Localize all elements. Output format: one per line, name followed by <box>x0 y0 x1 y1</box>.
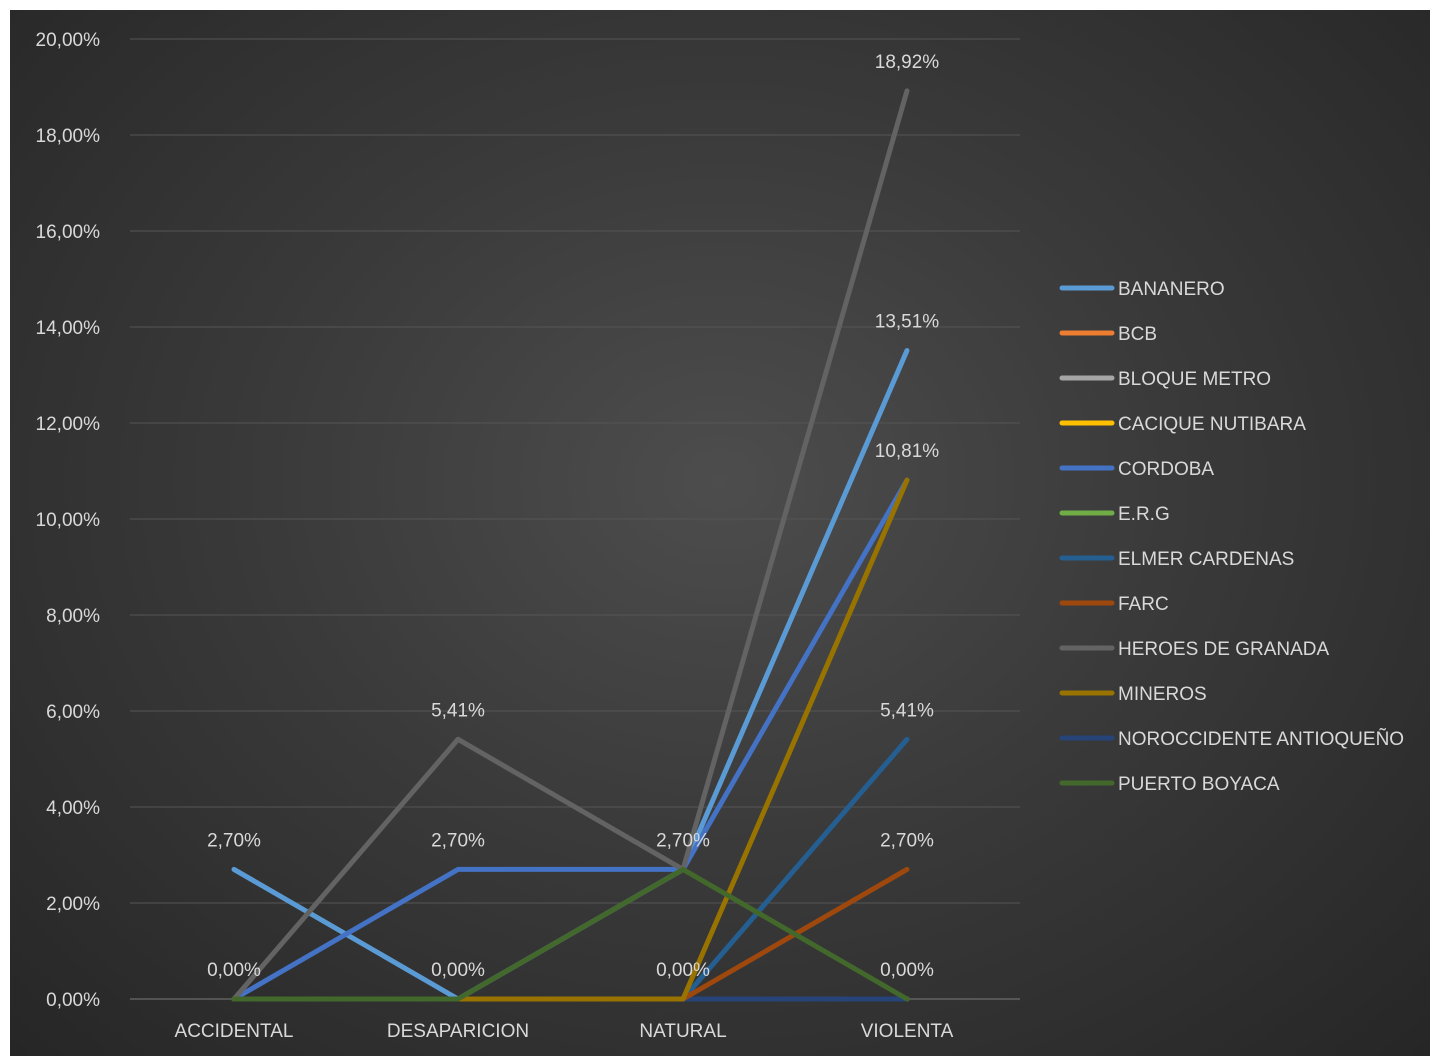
data-label: 2,70% <box>207 830 261 851</box>
y-tick-label: 16,00% <box>36 222 101 243</box>
x-tick-label: NATURAL <box>639 1021 726 1042</box>
series-line-heroes-de-granada <box>231 88 910 1002</box>
x-tick-label: VIOLENTA <box>861 1021 954 1042</box>
legend-label: BANANERO <box>1118 279 1225 300</box>
legend-label: E.R.G <box>1118 504 1170 525</box>
series-line-cordoba <box>231 477 910 1002</box>
data-label: 2,70% <box>880 830 934 851</box>
series-line-mineros <box>231 477 910 1002</box>
legend-label: BCB <box>1118 324 1157 345</box>
data-label: 2,70% <box>431 830 485 851</box>
x-tick-label: DESAPARICION <box>387 1021 529 1042</box>
data-label: 5,41% <box>880 700 934 721</box>
legend-label: NOROCCIDENTE ANTIOQUEÑO <box>1118 728 1404 750</box>
legend-label: ELMER CARDENAS <box>1118 549 1294 570</box>
data-label: 0,00% <box>880 960 934 981</box>
data-labels: 2,70% 0,00% 5,41% 2,70% 0,00% 2,70% 0,00% 18,92… <box>207 52 939 981</box>
data-label: 10,81% <box>875 441 940 462</box>
data-label: 2,70% <box>656 830 710 851</box>
data-label: 0,00% <box>207 960 261 981</box>
y-axis-ticks: 0,00% 2,00% 4,00% 6,00% 8,00% 10,00% 12,00% 14,… <box>36 30 101 1011</box>
y-tick-label: 18,00% <box>36 126 101 147</box>
legend-label: PUERTO BOYACA <box>1118 774 1280 795</box>
data-label: 18,92% <box>875 52 940 73</box>
y-tick-label: 6,00% <box>46 702 100 723</box>
legend-label: CORDOBA <box>1118 459 1214 480</box>
y-tick-label: 20,00% <box>36 30 101 51</box>
line-chart: 0,00% 2,00% 4,00% 6,00% 8,00% 10,00% 12,00% 14,… <box>36 30 1405 1042</box>
legend-label: CACIQUE NUTIBARA <box>1118 414 1306 435</box>
x-tick-label: ACCIDENTAL <box>175 1021 294 1042</box>
legend-label: MINEROS <box>1118 684 1207 705</box>
data-label: 0,00% <box>656 960 710 981</box>
gridlines <box>130 38 1020 1000</box>
y-tick-label: 14,00% <box>36 318 101 339</box>
y-tick-label: 2,00% <box>46 894 100 915</box>
data-label: 13,51% <box>875 312 940 333</box>
legend-label: FARC <box>1118 594 1169 615</box>
legend-label: BLOQUE METRO <box>1118 369 1271 390</box>
data-label: 0,00% <box>431 960 485 981</box>
y-tick-label: 0,00% <box>46 990 100 1011</box>
series-line-puerto-boyaca <box>231 866 910 1002</box>
y-tick-label: 4,00% <box>46 798 100 819</box>
legend: BANANERO BCB BLOQUE METRO CACIQUE NUTIBARA C… <box>1059 279 1404 795</box>
chart-area: 0,00% 2,00% 4,00% 6,00% 8,00% 10,00% 12,00% 14,… <box>10 10 1430 1056</box>
y-tick-label: 10,00% <box>36 510 101 531</box>
legend-label: HEROES DE GRANADA <box>1118 639 1329 660</box>
data-label: 5,41% <box>431 700 485 721</box>
x-axis-ticks: ACCIDENTAL DESAPARICION NATURAL VIOLENTA <box>175 1021 954 1042</box>
series-lines <box>231 88 910 1002</box>
y-tick-label: 8,00% <box>46 606 100 627</box>
y-tick-label: 12,00% <box>36 414 101 435</box>
